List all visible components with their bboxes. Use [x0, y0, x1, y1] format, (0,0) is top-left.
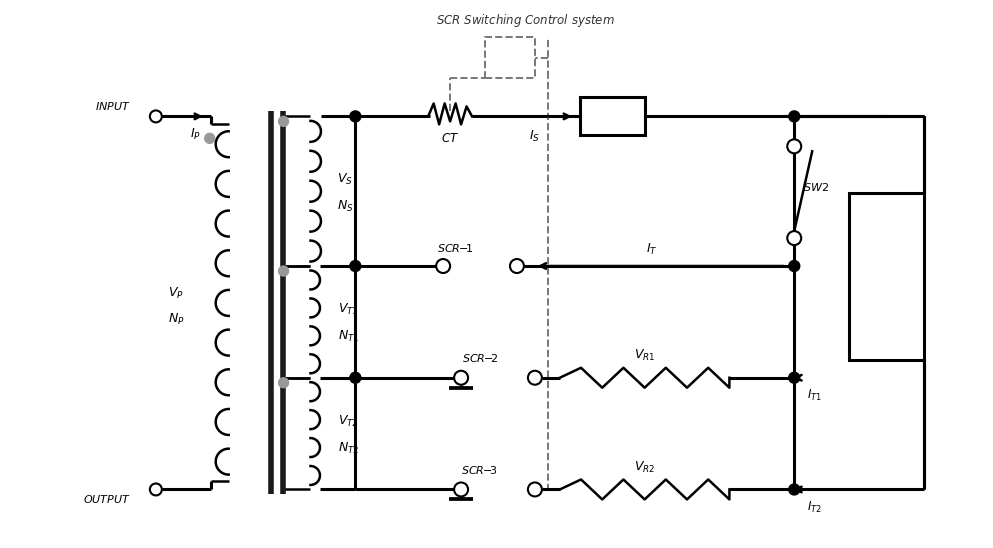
Circle shape — [788, 111, 799, 122]
Circle shape — [510, 259, 524, 273]
Text: $N_{T2}$: $N_{T2}$ — [338, 441, 359, 456]
Circle shape — [279, 378, 289, 388]
Text: $SW2$: $SW2$ — [803, 181, 829, 193]
Circle shape — [528, 371, 542, 385]
Text: $N_S$: $N_S$ — [337, 198, 354, 214]
Bar — [485, 37, 535, 78]
Text: $I_T$: $I_T$ — [646, 242, 658, 256]
Circle shape — [787, 231, 801, 245]
Text: $SCR\!\!-\!\!2$: $SCR\!\!-\!\!2$ — [462, 352, 498, 364]
Text: $I_{T1}$: $I_{T1}$ — [806, 388, 821, 403]
Circle shape — [350, 372, 360, 383]
Text: $CT$: $CT$ — [441, 132, 459, 145]
Text: $N_{T1}$: $N_{T1}$ — [338, 329, 359, 344]
Circle shape — [788, 372, 799, 383]
Circle shape — [150, 483, 162, 495]
Circle shape — [436, 259, 450, 273]
Text: $I_{T2}$: $I_{T2}$ — [806, 500, 821, 515]
Text: $V_{R2}$: $V_{R2}$ — [634, 460, 655, 475]
Text: $R$: $R$ — [880, 267, 893, 286]
Circle shape — [350, 260, 360, 271]
Circle shape — [350, 111, 360, 122]
Text: $SCR\!\!-\!\!1$: $SCR\!\!-\!\!1$ — [437, 242, 474, 254]
Circle shape — [788, 484, 799, 495]
Text: $V_P$: $V_P$ — [168, 286, 184, 300]
Text: $INPUT$: $INPUT$ — [95, 100, 131, 112]
Text: $Z_L$: $Z_L$ — [605, 109, 620, 124]
Circle shape — [150, 110, 162, 122]
Text: $V_{R1}$: $V_{R1}$ — [634, 348, 655, 363]
Circle shape — [787, 139, 801, 153]
Bar — [849, 193, 923, 360]
Text: $V_S$: $V_S$ — [338, 172, 354, 187]
Text: $OUTPUT$: $OUTPUT$ — [82, 493, 131, 505]
Circle shape — [528, 482, 542, 496]
Text: $V_{T2}$: $V_{T2}$ — [339, 414, 358, 429]
Bar — [580, 98, 644, 135]
Text: $I_P$: $I_P$ — [191, 127, 202, 142]
Circle shape — [279, 116, 289, 127]
Text: $V_{T1}$: $V_{T1}$ — [338, 302, 358, 317]
Circle shape — [454, 371, 468, 385]
Circle shape — [454, 482, 468, 496]
Text: $SCR\!\!-\!\!3$: $SCR\!\!-\!\!3$ — [462, 464, 498, 476]
Text: $N_P$: $N_P$ — [168, 312, 184, 328]
Text: $SCR\ Switching\ Control\ system$: $SCR\ Switching\ Control\ system$ — [436, 12, 615, 28]
Circle shape — [788, 260, 799, 271]
Text: $I_S$: $I_S$ — [529, 129, 540, 144]
Circle shape — [279, 266, 289, 276]
Circle shape — [205, 133, 214, 144]
